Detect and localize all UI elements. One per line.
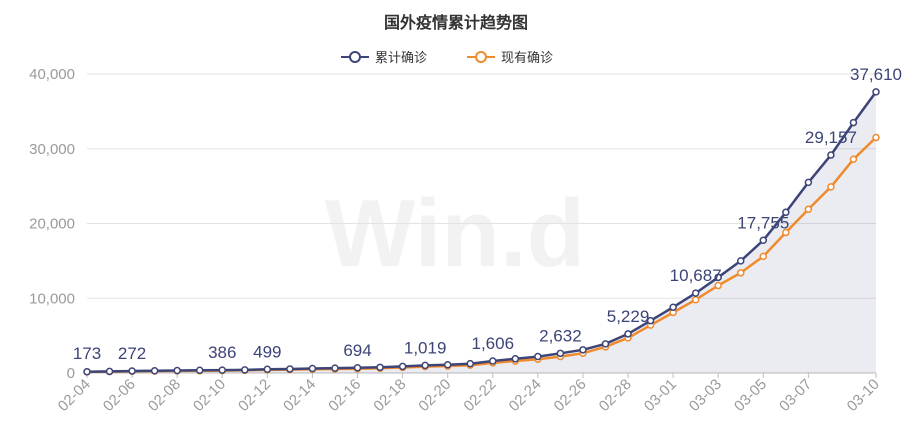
data-point-0 — [669, 303, 677, 311]
x-tick-label: 02-16 — [325, 376, 364, 415]
data-label: 29,157 — [805, 128, 857, 147]
legend-marker-cumulative — [349, 51, 361, 63]
data-point-0 — [624, 330, 632, 338]
legend-item-current[interactable]: 现有确诊 — [467, 51, 553, 66]
y-tick-label: 30,000 — [29, 141, 75, 158]
data-label: 386 — [208, 343, 236, 362]
data-point-0 — [218, 366, 227, 374]
x-tick-label: 03-05 — [731, 376, 770, 415]
data-point-0 — [443, 361, 452, 369]
data-label: 2,632 — [539, 326, 582, 345]
data-point-0 — [376, 363, 384, 372]
data-point-1 — [759, 252, 768, 261]
x-tick-label: 02-08 — [145, 376, 184, 415]
data-point-0 — [398, 362, 407, 371]
data-label: 272 — [118, 344, 146, 363]
legend-label-cumulative: 累计确诊 — [375, 51, 427, 66]
x-tick-label: 03-03 — [686, 376, 725, 415]
data-point-0 — [128, 367, 136, 375]
y-tick-label: 10,000 — [29, 290, 75, 307]
data-point-0 — [759, 236, 768, 245]
data-point-1 — [849, 155, 858, 163]
data-point-0 — [579, 346, 587, 354]
x-tick-label: 02-10 — [190, 376, 229, 415]
data-point-0 — [263, 365, 272, 374]
data-point-0 — [173, 366, 181, 375]
data-point-0 — [195, 366, 204, 375]
data-point-1 — [827, 183, 835, 191]
watermark: Win.d — [325, 180, 585, 287]
y-tick-label: 40,000 — [29, 66, 75, 83]
legend-marker-current — [475, 51, 487, 63]
x-tick-label: 02-22 — [460, 376, 499, 415]
data-point-0 — [308, 364, 317, 373]
data-point-0 — [286, 365, 294, 373]
x-tick-label: 02-26 — [551, 376, 590, 415]
data-point-1 — [872, 133, 880, 142]
x-tick-label: 03-01 — [641, 376, 680, 415]
data-point-1 — [782, 228, 790, 237]
data-point-1 — [691, 295, 700, 304]
x-tick-label: 02-06 — [100, 376, 139, 415]
data-point-0 — [241, 366, 249, 374]
x-tick-label: 02-24 — [506, 376, 545, 415]
data-point-0 — [466, 359, 474, 368]
y-tick-label: 0 — [67, 365, 75, 382]
data-point-0 — [331, 364, 339, 372]
data-point-1 — [714, 281, 722, 290]
data-point-0 — [83, 367, 91, 376]
data-point-0 — [421, 361, 429, 370]
data-label: 173 — [73, 344, 101, 363]
series-layer — [83, 88, 880, 376]
data-point-0 — [827, 151, 835, 159]
series-area-0 — [87, 91, 876, 374]
data-label: 694 — [343, 341, 371, 360]
data-label: 5,229 — [607, 307, 650, 326]
x-tick-label: 02-20 — [415, 376, 454, 415]
legend[interactable]: 累计确诊 现有确诊 — [341, 51, 553, 66]
data-label: 1,019 — [404, 338, 447, 357]
data-point-0 — [601, 340, 610, 348]
x-axis: 02-04 02-06 02-08 02-10 02-12 02-14 02-16 02-18… — [55, 372, 883, 415]
x-tick-label: 03-07 — [776, 376, 815, 415]
data-point-0 — [691, 289, 700, 297]
x-tick-label: 02-28 — [596, 376, 635, 415]
data-point-0 — [150, 367, 159, 375]
data-point-0 — [105, 367, 114, 376]
y-tick-label: 20,000 — [29, 216, 75, 233]
data-point-0 — [534, 352, 542, 361]
x-tick-label: 03-10 — [844, 376, 883, 415]
data-point-1 — [736, 269, 745, 277]
x-tick-label: 02-12 — [235, 376, 274, 415]
data-label: 37,610 — [850, 65, 902, 84]
data-point-0 — [849, 118, 858, 127]
data-point-0 — [353, 364, 362, 372]
data-point-0 — [511, 355, 520, 363]
data-point-0 — [489, 357, 497, 365]
legend-item-cumulative[interactable]: 累计确诊 — [341, 51, 427, 66]
data-point-1 — [804, 205, 813, 214]
data-point-0 — [556, 349, 565, 358]
y-axis: 0 10,000 20,000 30,000 40,000 — [29, 66, 75, 382]
x-tick-label: 02-14 — [280, 376, 319, 415]
data-point-0 — [646, 316, 655, 325]
data-label: 499 — [253, 342, 281, 361]
data-label: 1,606 — [471, 334, 514, 353]
chart-title: 国外疫情累计趋势图 — [384, 13, 528, 32]
data-point-0 — [714, 273, 722, 282]
legend-label-current: 现有确诊 — [501, 51, 553, 66]
data-labels: 173 272 386 499 694 1,019 1,606 2,632 5,229 10,68… — [73, 65, 902, 363]
data-point-0 — [736, 257, 745, 265]
data-label: 17,755 — [737, 213, 789, 232]
data-point-0 — [782, 208, 790, 217]
data-point-0 — [804, 178, 813, 187]
data-point-0 — [872, 88, 880, 96]
data-label: 10,687 — [670, 266, 722, 285]
x-tick-label: 02-18 — [370, 376, 409, 415]
